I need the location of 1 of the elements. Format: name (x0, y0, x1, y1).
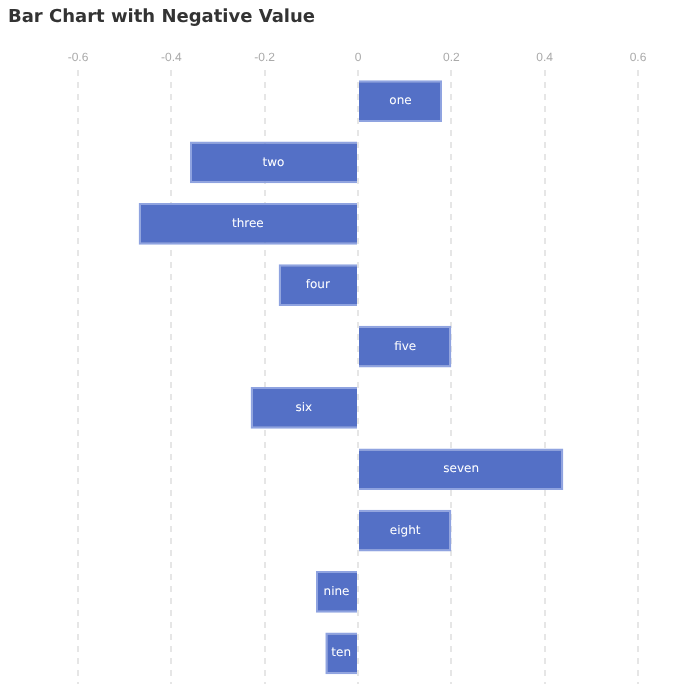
chart-title: Bar Chart with Negative Value (8, 8, 315, 28)
